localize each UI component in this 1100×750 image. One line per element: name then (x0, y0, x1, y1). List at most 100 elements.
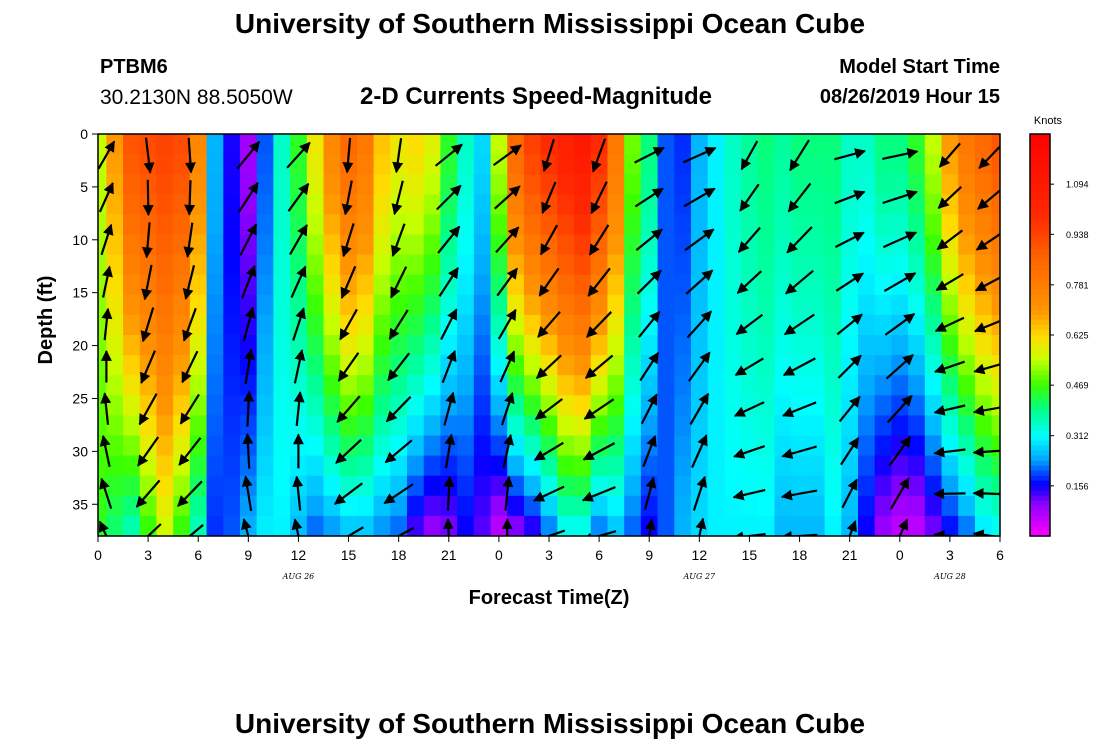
heatmap-cell (106, 475, 124, 497)
heatmap-cell (423, 435, 442, 457)
heatmap-cell (423, 134, 442, 155)
heatmap-cell (824, 174, 842, 195)
heatmap-cell (674, 174, 692, 195)
current-vector-arrow (582, 442, 616, 461)
heatmap-cell (356, 475, 375, 497)
heatmap-cell (239, 415, 258, 437)
heatmap-cell (98, 214, 107, 236)
x-tick-label: 0 (495, 547, 503, 563)
heatmap-cell (574, 254, 592, 276)
heatmap-cell (223, 435, 241, 457)
heatmap-cell (941, 335, 959, 356)
heatmap-cell (407, 435, 425, 457)
heatmap-cell (724, 335, 742, 356)
heatmap-cell (507, 375, 525, 396)
heatmap-cell (356, 515, 375, 536)
heatmap-cell (590, 455, 609, 477)
heatmap-cell (390, 134, 408, 155)
heatmap-cell (123, 435, 141, 457)
heatmap-cell (624, 415, 642, 437)
colorbar-segment (1030, 239, 1050, 246)
heatmap-cell (958, 515, 976, 536)
heatmap-cell (807, 234, 826, 256)
heatmap-cell (757, 254, 776, 276)
heatmap-cell (523, 355, 542, 376)
heatmap-cell (473, 314, 492, 336)
heatmap-cell (724, 154, 742, 175)
heatmap-cell (674, 515, 692, 536)
heatmap-cell (490, 475, 508, 497)
heatmap-cell (791, 174, 809, 195)
heatmap-cell (724, 214, 742, 236)
current-vector-arrow (183, 222, 195, 258)
heatmap-cell (473, 214, 492, 236)
heatmap-cell (457, 194, 475, 215)
heatmap-cell (841, 174, 859, 195)
heatmap-cell (156, 174, 174, 195)
heatmap-cell (173, 415, 191, 437)
heatmap-cell (206, 194, 224, 215)
heatmap-cell (574, 234, 592, 256)
colorbar-segment (1030, 350, 1050, 356)
current-vector-arrow (99, 477, 113, 510)
current-vector-arrow (292, 475, 304, 511)
heatmap-cell (574, 475, 592, 497)
heatmap-cell (440, 134, 458, 155)
heatmap-cell (106, 435, 124, 457)
heatmap-cell (824, 395, 842, 416)
heatmap-cell (256, 314, 274, 336)
heatmap-cell (457, 415, 475, 437)
heatmap-cell (674, 314, 692, 336)
heatmap-cell (306, 314, 325, 336)
current-vector-arrow (936, 229, 964, 251)
heatmap-cell (457, 214, 475, 236)
heatmap-cell (407, 495, 425, 517)
heatmap-cell (139, 475, 158, 497)
heatmap-cell (156, 194, 174, 215)
heatmap-cell (507, 154, 525, 175)
heatmap-cell (106, 194, 124, 215)
heatmap-cell (407, 214, 425, 236)
heatmap-cell (674, 495, 692, 517)
heatmap-cell (323, 515, 341, 536)
colorbar-segment (1030, 520, 1050, 527)
colorbar-segment (1030, 435, 1050, 442)
heatmap-cell (290, 335, 308, 356)
heatmap-cell (858, 335, 876, 356)
heatmap-cell (540, 455, 558, 477)
heatmap-cell (223, 154, 241, 175)
heatmap-cell (557, 415, 575, 437)
x-tick-label: 12 (291, 547, 307, 563)
current-vector-arrow (885, 353, 914, 380)
heatmap-cell (223, 475, 241, 497)
colorbar-segment (1030, 335, 1050, 341)
heatmap-cell (858, 395, 876, 416)
current-vector-arrow (390, 266, 408, 299)
heatmap-cell (874, 455, 893, 477)
heatmap-cell (323, 355, 341, 376)
current-vector-arrow (438, 266, 459, 297)
heatmap-cell (473, 455, 492, 477)
heatmap-cell (674, 375, 692, 396)
heatmap-cell (607, 194, 625, 215)
heatmap-cell (206, 274, 224, 296)
heatmap-cell (807, 294, 826, 316)
heatmap-cell (874, 415, 893, 437)
heatmap-cell (791, 214, 809, 236)
current-vector-arrow (496, 267, 518, 297)
heatmap-cell (273, 214, 291, 236)
heatmap-cell (757, 274, 776, 296)
current-vector-arrow (644, 518, 656, 536)
heatmap-cell (924, 274, 943, 296)
heatmap-cell (340, 335, 358, 356)
heatmap-cell (757, 214, 776, 236)
heatmap-cell (657, 194, 675, 215)
heatmap-cell (256, 254, 274, 276)
heatmap-cell (156, 254, 174, 276)
heatmap-cell (123, 375, 141, 396)
heatmap-cell (958, 254, 976, 276)
heatmap-cell (607, 294, 625, 316)
heatmap-cell (574, 214, 592, 236)
heatmap-cell (206, 234, 224, 256)
heatmap-cell (323, 234, 341, 256)
